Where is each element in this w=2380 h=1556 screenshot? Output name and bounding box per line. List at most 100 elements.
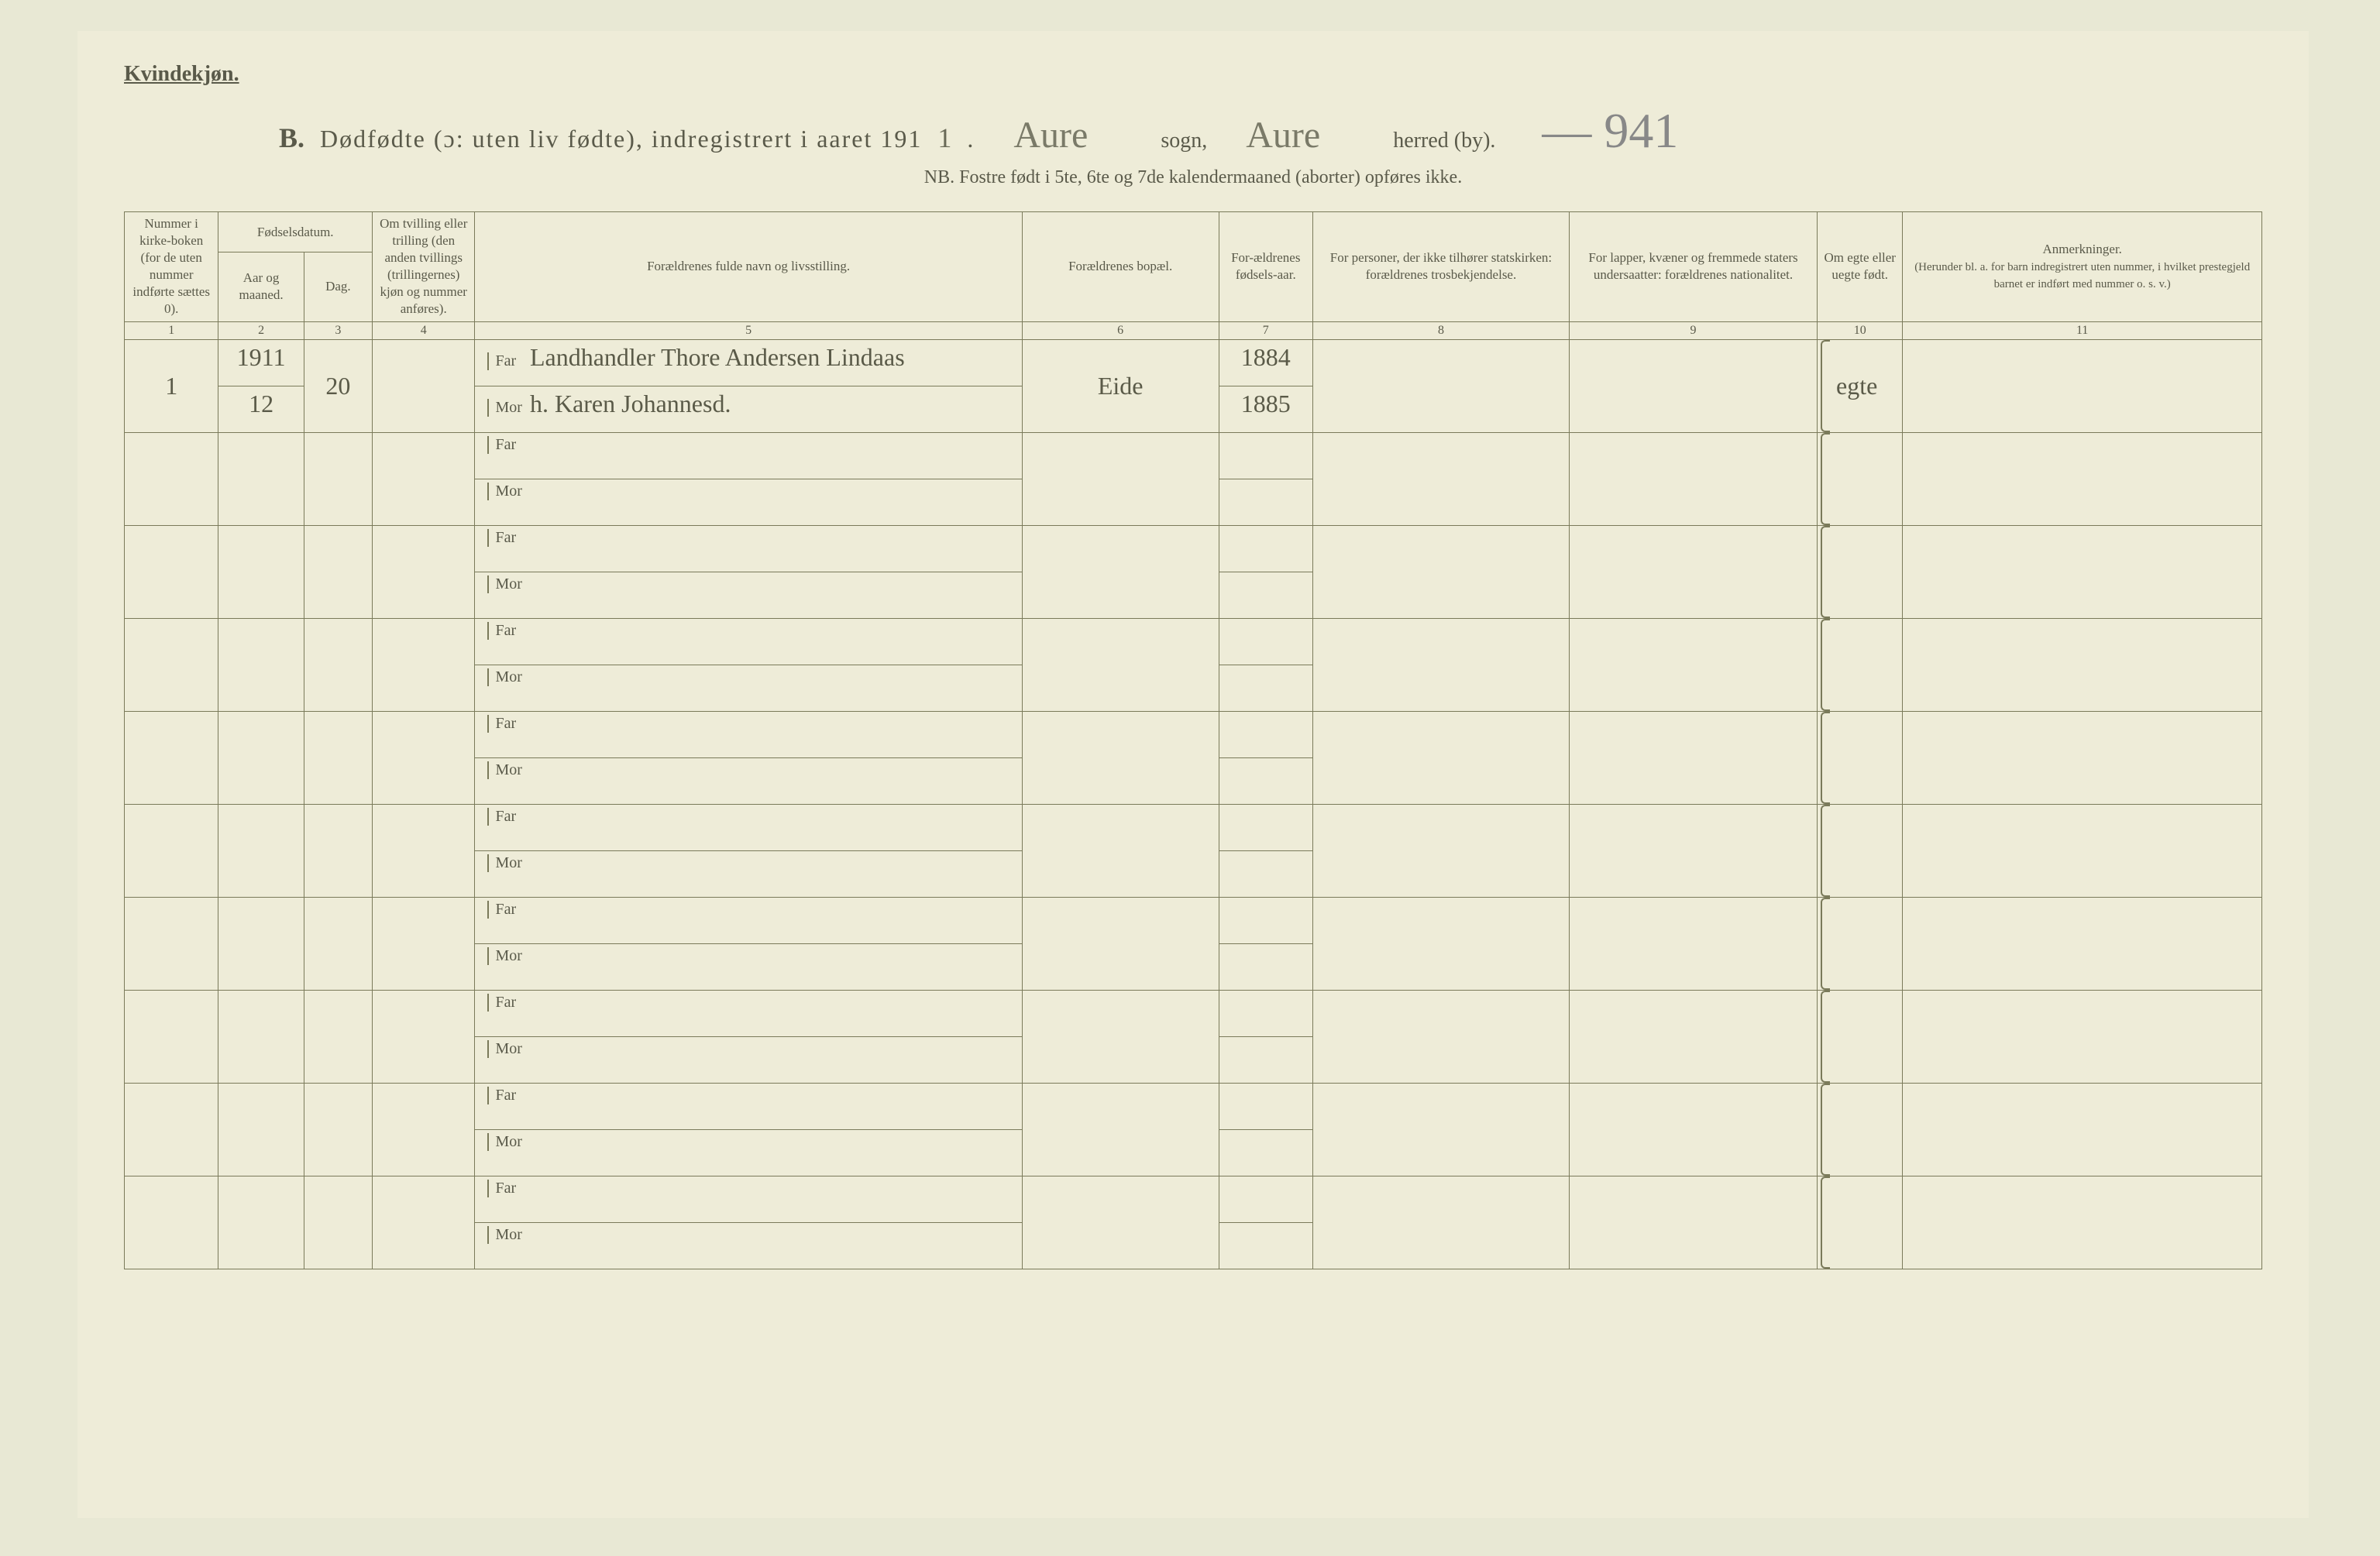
blank-religion bbox=[1312, 1083, 1569, 1176]
blank-mor-year bbox=[1219, 850, 1312, 897]
blank-yearmonth bbox=[218, 897, 304, 990]
blank-religion bbox=[1312, 804, 1569, 897]
blank-mor-year bbox=[1219, 665, 1312, 711]
mor-label: Mor bbox=[487, 947, 526, 965]
blank-day bbox=[304, 525, 372, 618]
far-label: Far bbox=[487, 622, 526, 640]
entry-twin bbox=[373, 339, 475, 432]
blank-religion bbox=[1312, 1176, 1569, 1269]
column-number-row: 1 2 3 4 5 6 7 8 9 10 11 bbox=[125, 321, 2262, 339]
blank-yearmonth bbox=[218, 618, 304, 711]
blank-number bbox=[125, 618, 218, 711]
blank-row-far: Far bbox=[125, 804, 2262, 850]
blank-day bbox=[304, 1083, 372, 1176]
blank-religion bbox=[1312, 618, 1569, 711]
blank-far-cell: Far bbox=[475, 897, 1022, 943]
entry-mor-name: h. Karen Johannesd. bbox=[530, 390, 731, 417]
blank-far-year bbox=[1219, 897, 1312, 943]
far-label: Far bbox=[487, 529, 526, 547]
blank-far-cell: Far bbox=[475, 990, 1022, 1036]
blank-far-cell: Far bbox=[475, 711, 1022, 757]
blank-religion bbox=[1312, 432, 1569, 525]
blank-day bbox=[304, 804, 372, 897]
blank-mor-cell: Mor bbox=[475, 1036, 1022, 1083]
blank-bopael bbox=[1022, 432, 1219, 525]
blank-yearmonth bbox=[218, 804, 304, 897]
mor-label: Mor bbox=[487, 1226, 526, 1244]
entry-egte: egte bbox=[1818, 339, 1903, 432]
blank-bopael bbox=[1022, 618, 1219, 711]
colnum: 9 bbox=[1570, 321, 1818, 339]
col-header-2a: Aar og maaned. bbox=[218, 252, 304, 321]
blank-far-cell: Far bbox=[475, 432, 1022, 479]
blank-remarks bbox=[1903, 618, 2262, 711]
blank-far-year bbox=[1219, 525, 1312, 572]
register-table: Nummer i kirke-boken (for de uten nummer… bbox=[124, 211, 2262, 1269]
entry-mor-cell: Mor h. Karen Johannesd. bbox=[475, 386, 1022, 432]
blank-mor-cell: Mor bbox=[475, 1129, 1022, 1176]
blank-day bbox=[304, 897, 372, 990]
entry-religion bbox=[1312, 339, 1569, 432]
blank-mor-cell: Mor bbox=[475, 479, 1022, 525]
colnum: 4 bbox=[373, 321, 475, 339]
bracket-icon bbox=[1821, 991, 1830, 1083]
bracket-icon bbox=[1821, 805, 1830, 897]
far-label: Far bbox=[487, 352, 526, 370]
blank-bopael bbox=[1022, 1083, 1219, 1176]
blank-far-year bbox=[1219, 804, 1312, 850]
bracket-icon bbox=[1821, 712, 1830, 804]
blank-mor-cell: Mor bbox=[475, 943, 1022, 990]
blank-far-cell: Far bbox=[475, 1176, 1022, 1222]
blank-mor-year bbox=[1219, 572, 1312, 618]
blank-egte bbox=[1818, 897, 1903, 990]
blank-twin bbox=[373, 432, 475, 525]
blank-yearmonth bbox=[218, 1083, 304, 1176]
bracket-icon bbox=[1821, 619, 1830, 711]
col-header-11-main: Anmerkninger. bbox=[2042, 242, 2121, 256]
blank-mor-year bbox=[1219, 943, 1312, 990]
blank-far-year bbox=[1219, 432, 1312, 479]
col-header-5: Forældrenes fulde navn og livsstilling. bbox=[475, 212, 1022, 322]
bracket-icon bbox=[1821, 1176, 1830, 1269]
entry-day: 20 bbox=[304, 339, 372, 432]
blank-nationality bbox=[1570, 990, 1818, 1083]
blank-egte bbox=[1818, 1083, 1903, 1176]
blank-far-year bbox=[1219, 618, 1312, 665]
far-label: Far bbox=[487, 901, 526, 919]
blank-religion bbox=[1312, 711, 1569, 804]
col-header-8: For personer, der ikke tilhører statskir… bbox=[1312, 212, 1569, 322]
far-label: Far bbox=[487, 1180, 526, 1197]
blank-egte bbox=[1818, 618, 1903, 711]
blank-bopael bbox=[1022, 711, 1219, 804]
blank-egte bbox=[1818, 711, 1903, 804]
blank-far-year bbox=[1219, 1176, 1312, 1222]
subtitle: NB. Fostre født i 5te, 6te og 7de kalend… bbox=[124, 167, 2262, 188]
blank-nationality bbox=[1570, 432, 1818, 525]
mor-label: Mor bbox=[487, 854, 526, 872]
title-line: B. Dødfødte (ɔ: uten liv fødte), indregi… bbox=[279, 102, 2262, 160]
blank-yearmonth bbox=[218, 525, 304, 618]
entry-bopael: Eide bbox=[1022, 339, 1219, 432]
blank-religion bbox=[1312, 990, 1569, 1083]
table-body: 1 1911 20 Far Landhandler Thore Andersen… bbox=[125, 339, 2262, 1269]
bracket-icon bbox=[1821, 340, 1830, 432]
col-header-1: Nummer i kirke-boken (for de uten nummer… bbox=[125, 212, 218, 322]
blank-yearmonth bbox=[218, 711, 304, 804]
blank-nationality bbox=[1570, 711, 1818, 804]
blank-far-cell: Far bbox=[475, 525, 1022, 572]
blank-mor-cell: Mor bbox=[475, 757, 1022, 804]
bracket-icon bbox=[1821, 433, 1830, 525]
blank-day bbox=[304, 711, 372, 804]
section-letter: B. bbox=[279, 122, 304, 154]
entry-egte-value: egte bbox=[1836, 372, 1877, 400]
blank-row-far: Far bbox=[125, 525, 2262, 572]
blank-mor-year bbox=[1219, 1129, 1312, 1176]
blank-number bbox=[125, 804, 218, 897]
entry-number: 1 bbox=[125, 339, 218, 432]
mor-label: Mor bbox=[487, 399, 526, 417]
blank-row-far: Far bbox=[125, 1176, 2262, 1222]
blank-row-far: Far bbox=[125, 1083, 2262, 1129]
blank-yearmonth bbox=[218, 432, 304, 525]
col-header-7: For-ældrenes fødsels-aar. bbox=[1219, 212, 1312, 322]
year-handwritten: 1 bbox=[937, 122, 951, 154]
